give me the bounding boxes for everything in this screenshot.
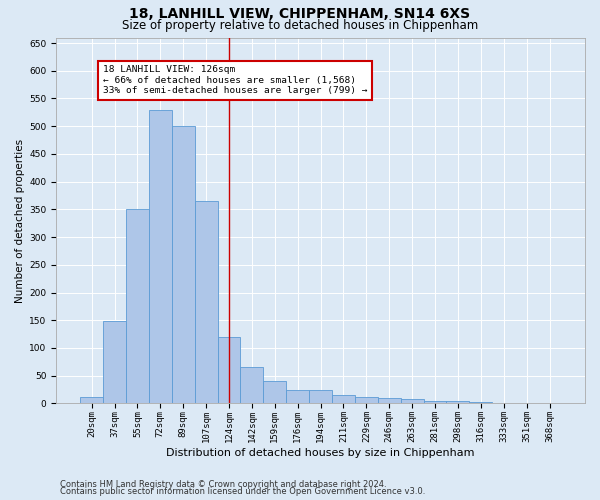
Bar (424, 400, 446, 404)
Bar (126, 210, 149, 404)
Bar (309, 390, 332, 404)
Y-axis label: Number of detached properties: Number of detached properties (15, 138, 25, 302)
Bar (172, 126, 194, 404)
Text: Size of property relative to detached houses in Chippenham: Size of property relative to detached ho… (122, 19, 478, 32)
Bar (241, 368, 263, 404)
Bar (80, 397, 103, 404)
Bar (103, 322, 126, 404)
Bar (492, 403, 515, 404)
Bar (218, 337, 241, 404)
Bar (332, 395, 355, 404)
Bar (149, 110, 172, 404)
Bar (286, 390, 309, 404)
Text: 18 LANHILL VIEW: 126sqm
← 66% of detached houses are smaller (1,568)
33% of semi: 18 LANHILL VIEW: 126sqm ← 66% of detache… (103, 65, 368, 95)
Text: Contains HM Land Registry data © Crown copyright and database right 2024.: Contains HM Land Registry data © Crown c… (60, 480, 386, 489)
Bar (469, 402, 492, 404)
X-axis label: Distribution of detached houses by size in Chippenham: Distribution of detached houses by size … (166, 448, 475, 458)
Bar (401, 399, 424, 404)
Bar (263, 382, 286, 404)
Text: Contains public sector information licensed under the Open Government Licence v3: Contains public sector information licen… (60, 487, 425, 496)
Text: 18, LANHILL VIEW, CHIPPENHAM, SN14 6XS: 18, LANHILL VIEW, CHIPPENHAM, SN14 6XS (130, 8, 470, 22)
Bar (446, 400, 469, 404)
Bar (355, 397, 378, 404)
Bar (194, 201, 218, 404)
Bar (378, 398, 401, 404)
